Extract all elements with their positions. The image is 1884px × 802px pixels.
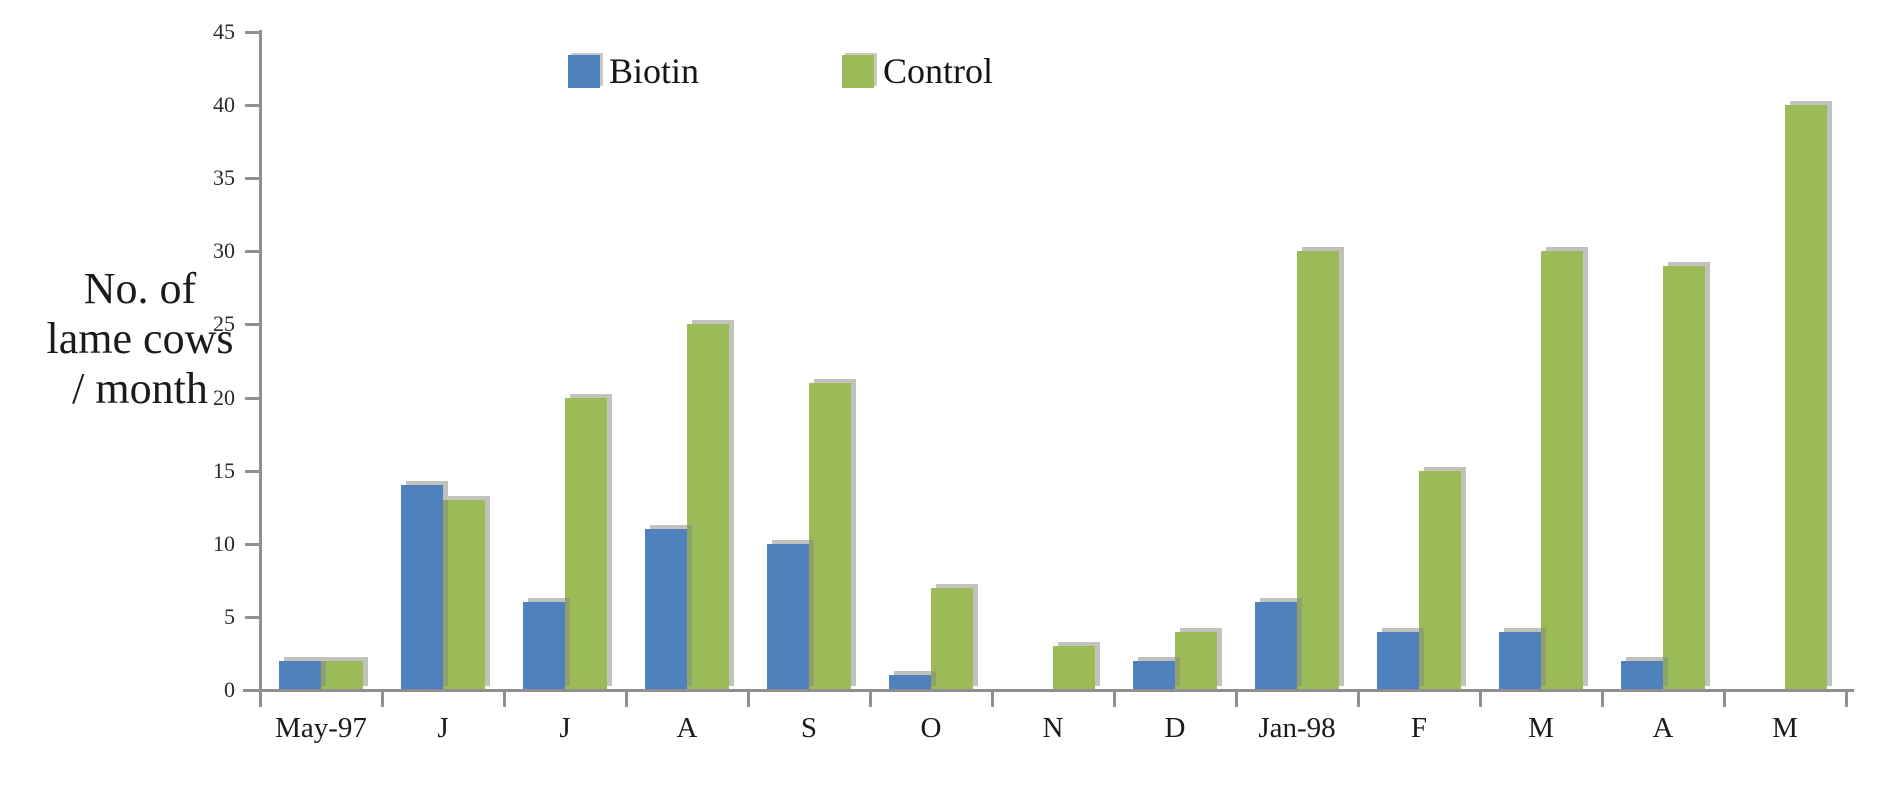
x-axis-category-label: O <box>920 712 942 744</box>
x-axis-tick <box>1113 690 1116 707</box>
y-axis-title: No. of lame cows / month <box>26 264 254 414</box>
x-axis-tick <box>1723 690 1726 707</box>
y-axis-title-line-3: / month <box>72 364 208 413</box>
bar-control-O <box>931 587 973 690</box>
y-axis-tick <box>245 31 259 34</box>
x-axis-tick <box>747 690 750 707</box>
y-axis-tick <box>245 615 259 619</box>
x-axis-tick <box>1235 690 1238 707</box>
y-axis-tick <box>245 323 259 327</box>
bar-biotin-A <box>1621 660 1663 690</box>
x-axis-tick <box>381 690 384 707</box>
x-axis-category-label: J <box>559 712 571 744</box>
y-axis-tick-label: 30 <box>213 238 235 264</box>
y-axis-tick-label: 45 <box>213 19 235 44</box>
legend-label-control: Control <box>883 51 994 91</box>
bar-control-D <box>1175 631 1217 690</box>
legend-item-biotin: Biotin <box>568 52 699 90</box>
y-axis-tick-label: 15 <box>213 457 235 483</box>
x-axis-category-label: D <box>1164 712 1186 744</box>
x-axis-tick <box>503 690 506 707</box>
legend-label-biotin: Biotin <box>609 51 700 91</box>
bar-biotin-J <box>401 485 443 690</box>
bar-control-N <box>1053 646 1095 690</box>
bar-biotin-D <box>1133 660 1175 690</box>
bar-control-J <box>443 499 485 690</box>
bar-biotin-Jan-98 <box>1255 602 1297 690</box>
x-axis-tick <box>1479 690 1482 707</box>
x-axis-tick <box>1357 690 1360 707</box>
x-axis-category-label: A <box>1652 712 1674 744</box>
bar-control-May-97 <box>321 660 363 690</box>
y-axis-tick <box>245 396 259 400</box>
y-axis-tick-label: 35 <box>213 165 235 191</box>
y-axis-tick <box>245 177 259 181</box>
y-axis-tick <box>245 542 259 546</box>
bar-biotin-J <box>523 602 565 690</box>
y-axis-tick-label: 20 <box>213 384 235 410</box>
x-axis-tick <box>869 690 872 707</box>
bar-control-F <box>1419 470 1461 690</box>
y-axis-line <box>259 30 262 707</box>
bar-control-J <box>565 397 607 690</box>
y-axis-tick <box>245 469 259 473</box>
x-axis-category-label: M <box>1528 712 1554 744</box>
x-axis-category-label: F <box>1410 712 1428 744</box>
bar-biotin-May-97 <box>279 660 321 690</box>
legend-swatch-control-icon <box>842 54 874 88</box>
x-axis-category-label: Jan-98 <box>1258 712 1336 744</box>
x-axis-tick <box>991 690 994 707</box>
x-axis-tick <box>625 690 628 707</box>
y-axis-tick-label: 25 <box>213 311 235 337</box>
y-axis-title-line-1: No. of <box>83 264 197 313</box>
y-axis-tick-label: 40 <box>213 92 235 118</box>
bar-biotin-M <box>1499 631 1541 690</box>
bar-control-A <box>1663 265 1705 690</box>
x-axis-category-label: M <box>1772 712 1798 744</box>
x-axis-category-label: May-97 <box>275 712 367 744</box>
x-axis-category-label: A <box>676 712 698 744</box>
x-axis-category-label: J <box>437 712 449 744</box>
y-axis-title-line-2: lame cows <box>46 314 234 363</box>
bar-control-S <box>809 382 851 690</box>
y-axis-tick <box>245 104 259 108</box>
x-axis-category-label: S <box>800 712 818 744</box>
legend-swatch-biotin-icon <box>568 54 600 88</box>
x-axis-tick <box>1601 690 1604 707</box>
bar-control-A <box>687 324 729 690</box>
bar-biotin-F <box>1377 631 1419 690</box>
y-axis-tick-label: 5 <box>224 603 235 629</box>
bar-biotin-O <box>889 675 931 690</box>
x-axis-line <box>243 689 1854 692</box>
bar-biotin-S <box>767 543 809 690</box>
y-axis-tick-label: 10 <box>213 530 235 556</box>
x-axis-tick <box>1845 690 1848 707</box>
bar-control-Jan-98 <box>1297 251 1339 690</box>
bar-control-M <box>1541 251 1583 690</box>
legend-item-control: Control <box>842 52 993 90</box>
bar-control-M <box>1785 105 1827 690</box>
y-axis-tick-label: 0 <box>224 677 235 702</box>
bar-biotin-A <box>645 529 687 690</box>
y-axis-tick <box>245 250 259 254</box>
x-axis-category-label: N <box>1042 712 1064 744</box>
